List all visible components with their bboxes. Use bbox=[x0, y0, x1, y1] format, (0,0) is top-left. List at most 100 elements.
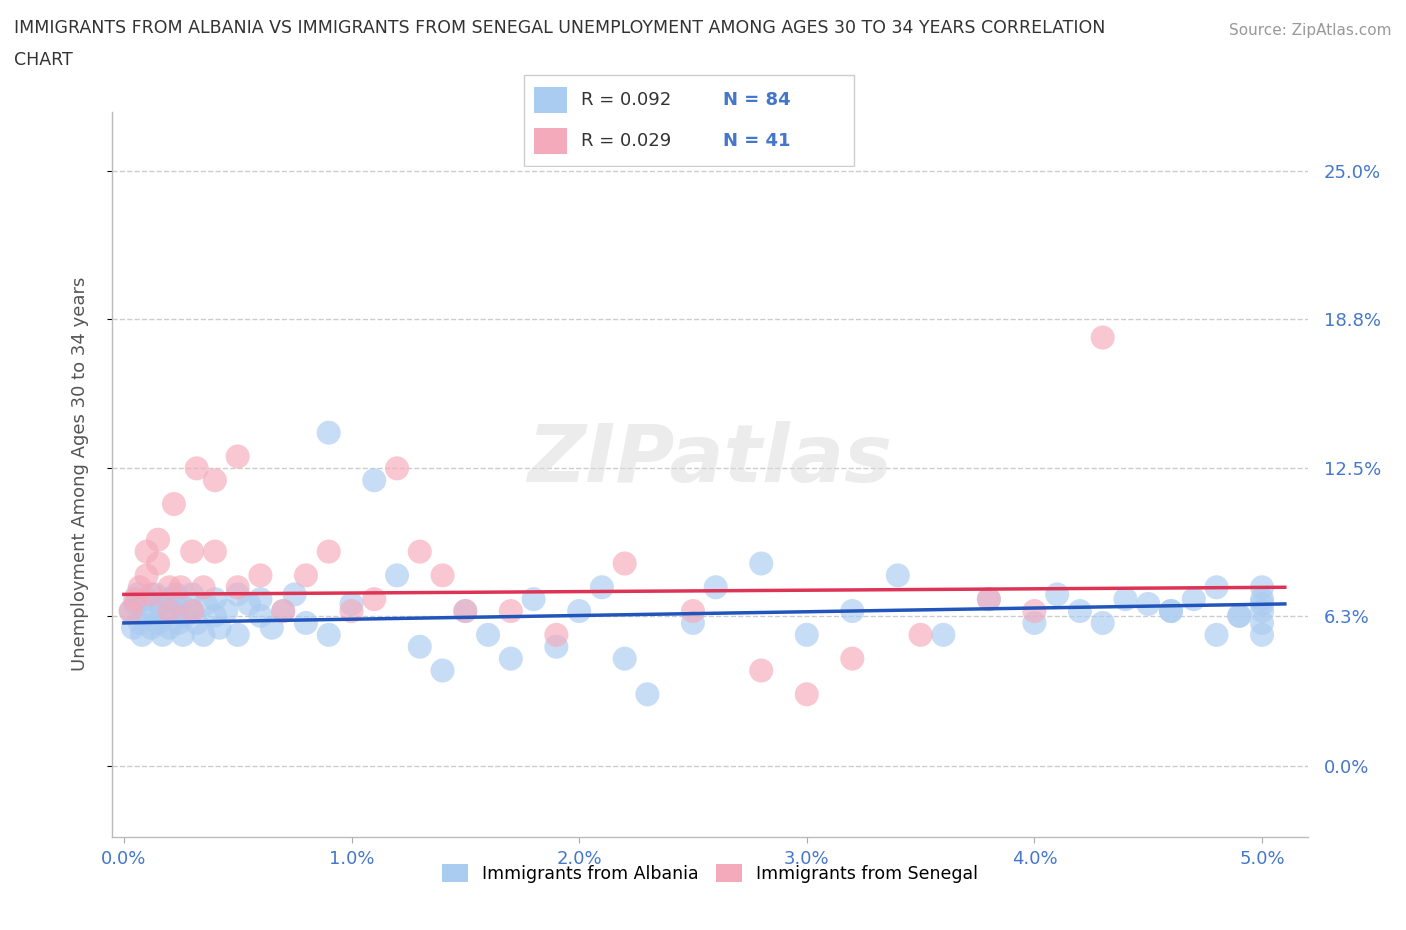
Point bbox=[157, 591, 180, 606]
Point bbox=[318, 544, 340, 559]
Point bbox=[194, 596, 217, 611]
Point bbox=[409, 544, 432, 559]
Point bbox=[163, 604, 186, 618]
Point bbox=[1227, 608, 1250, 623]
Point bbox=[127, 587, 149, 602]
Point bbox=[186, 616, 208, 631]
Point bbox=[238, 596, 260, 611]
Point bbox=[318, 628, 340, 643]
Point bbox=[1069, 604, 1091, 618]
Point bbox=[499, 651, 522, 666]
Point bbox=[704, 579, 727, 594]
Point bbox=[1024, 616, 1046, 631]
Point bbox=[142, 604, 165, 618]
Point bbox=[135, 608, 157, 623]
Point bbox=[385, 461, 408, 476]
Point bbox=[682, 604, 704, 618]
Point bbox=[568, 604, 591, 618]
Point bbox=[1160, 604, 1182, 618]
Point bbox=[141, 620, 163, 635]
Point bbox=[796, 628, 818, 643]
Point bbox=[135, 568, 157, 583]
Point bbox=[157, 579, 180, 594]
Point bbox=[910, 628, 932, 643]
Point bbox=[1182, 591, 1205, 606]
Text: ZIPatlas: ZIPatlas bbox=[527, 420, 893, 498]
Point bbox=[204, 591, 226, 606]
Point bbox=[208, 620, 231, 635]
Point bbox=[1024, 604, 1046, 618]
Point bbox=[152, 628, 174, 643]
Text: N = 84: N = 84 bbox=[723, 91, 790, 110]
Text: R = 0.029: R = 0.029 bbox=[581, 132, 671, 151]
Point bbox=[172, 628, 194, 643]
Point bbox=[146, 532, 169, 547]
Text: Source: ZipAtlas.com: Source: ZipAtlas.com bbox=[1229, 23, 1392, 38]
Point bbox=[363, 591, 385, 606]
Point bbox=[546, 628, 568, 643]
Point bbox=[477, 628, 499, 643]
Point bbox=[841, 604, 863, 618]
Point bbox=[977, 591, 1000, 606]
Y-axis label: Unemployment Among Ages 30 to 34 years: Unemployment Among Ages 30 to 34 years bbox=[70, 277, 89, 671]
Point bbox=[249, 591, 271, 606]
Text: CHART: CHART bbox=[14, 51, 73, 69]
Point bbox=[636, 687, 658, 702]
Point bbox=[432, 568, 454, 583]
Point bbox=[174, 608, 197, 623]
Point bbox=[135, 591, 157, 606]
Point bbox=[135, 544, 157, 559]
Point bbox=[193, 628, 215, 643]
Point bbox=[295, 616, 318, 631]
Point bbox=[284, 587, 307, 602]
Point bbox=[215, 604, 238, 618]
Point bbox=[318, 425, 340, 440]
Point bbox=[249, 568, 271, 583]
Point bbox=[186, 461, 208, 476]
Point bbox=[1205, 628, 1227, 643]
Point bbox=[749, 663, 772, 678]
Point bbox=[454, 604, 477, 618]
Point bbox=[409, 639, 432, 654]
Point bbox=[181, 544, 204, 559]
Point bbox=[977, 591, 1000, 606]
Point bbox=[153, 608, 176, 623]
Point bbox=[432, 663, 454, 678]
Point bbox=[170, 596, 193, 611]
Point bbox=[145, 587, 167, 602]
Point bbox=[170, 579, 193, 594]
Point bbox=[122, 620, 145, 635]
Point bbox=[1251, 616, 1274, 631]
Point bbox=[204, 608, 226, 623]
Point bbox=[1046, 587, 1069, 602]
Point bbox=[1205, 579, 1227, 594]
Point bbox=[932, 628, 955, 643]
Point bbox=[1251, 604, 1274, 618]
Point bbox=[128, 579, 150, 594]
Point bbox=[363, 472, 385, 487]
Point bbox=[271, 604, 294, 618]
Point bbox=[181, 587, 204, 602]
Point bbox=[249, 608, 271, 623]
Text: R = 0.092: R = 0.092 bbox=[581, 91, 671, 110]
Point bbox=[1160, 604, 1182, 618]
Point bbox=[124, 591, 146, 606]
Point bbox=[1227, 608, 1250, 623]
Point bbox=[120, 604, 142, 618]
FancyBboxPatch shape bbox=[523, 75, 855, 166]
Point bbox=[128, 616, 150, 631]
Point bbox=[204, 544, 226, 559]
Point bbox=[124, 596, 146, 611]
Point bbox=[340, 596, 363, 611]
Point bbox=[340, 604, 363, 618]
Point bbox=[887, 568, 910, 583]
Point bbox=[141, 587, 163, 602]
Point bbox=[523, 591, 546, 606]
Point bbox=[385, 568, 408, 583]
Point bbox=[193, 579, 215, 594]
Point bbox=[1137, 596, 1160, 611]
Point bbox=[260, 620, 283, 635]
Point bbox=[613, 651, 636, 666]
Point bbox=[682, 616, 704, 631]
Point bbox=[841, 651, 863, 666]
